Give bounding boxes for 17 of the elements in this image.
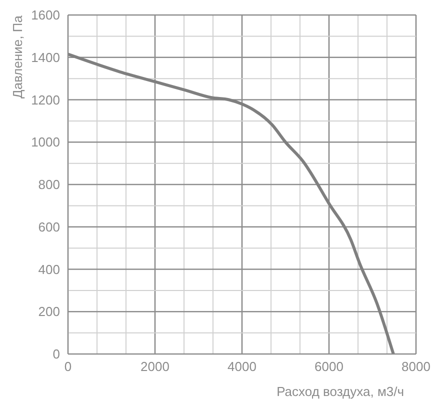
x-tick-label: 4000 xyxy=(228,359,256,374)
y-tick-label: 800 xyxy=(38,177,60,192)
y-axis-title: Давление, Па xyxy=(10,14,25,98)
y-tick-label: 1200 xyxy=(31,92,60,108)
y-tick-label: 200 xyxy=(38,304,60,320)
y-tick-label: 400 xyxy=(38,262,60,277)
x-tick-label: 8000 xyxy=(402,359,430,374)
y-tick-label: 0 xyxy=(52,346,60,362)
x-tick-label: 0 xyxy=(64,359,72,374)
y-tick-label: 1400 xyxy=(31,50,60,65)
line-series xyxy=(68,52,395,354)
y-tick-label: 600 xyxy=(38,219,60,234)
x-axis-title: Расход воздуха, м3/ч xyxy=(276,384,404,399)
x-tick-label: 6000 xyxy=(314,359,344,374)
x-tick-label: 2000 xyxy=(140,359,170,374)
y-tick-label: 1000 xyxy=(31,134,60,150)
y-tick-label: 1600 xyxy=(31,8,60,23)
